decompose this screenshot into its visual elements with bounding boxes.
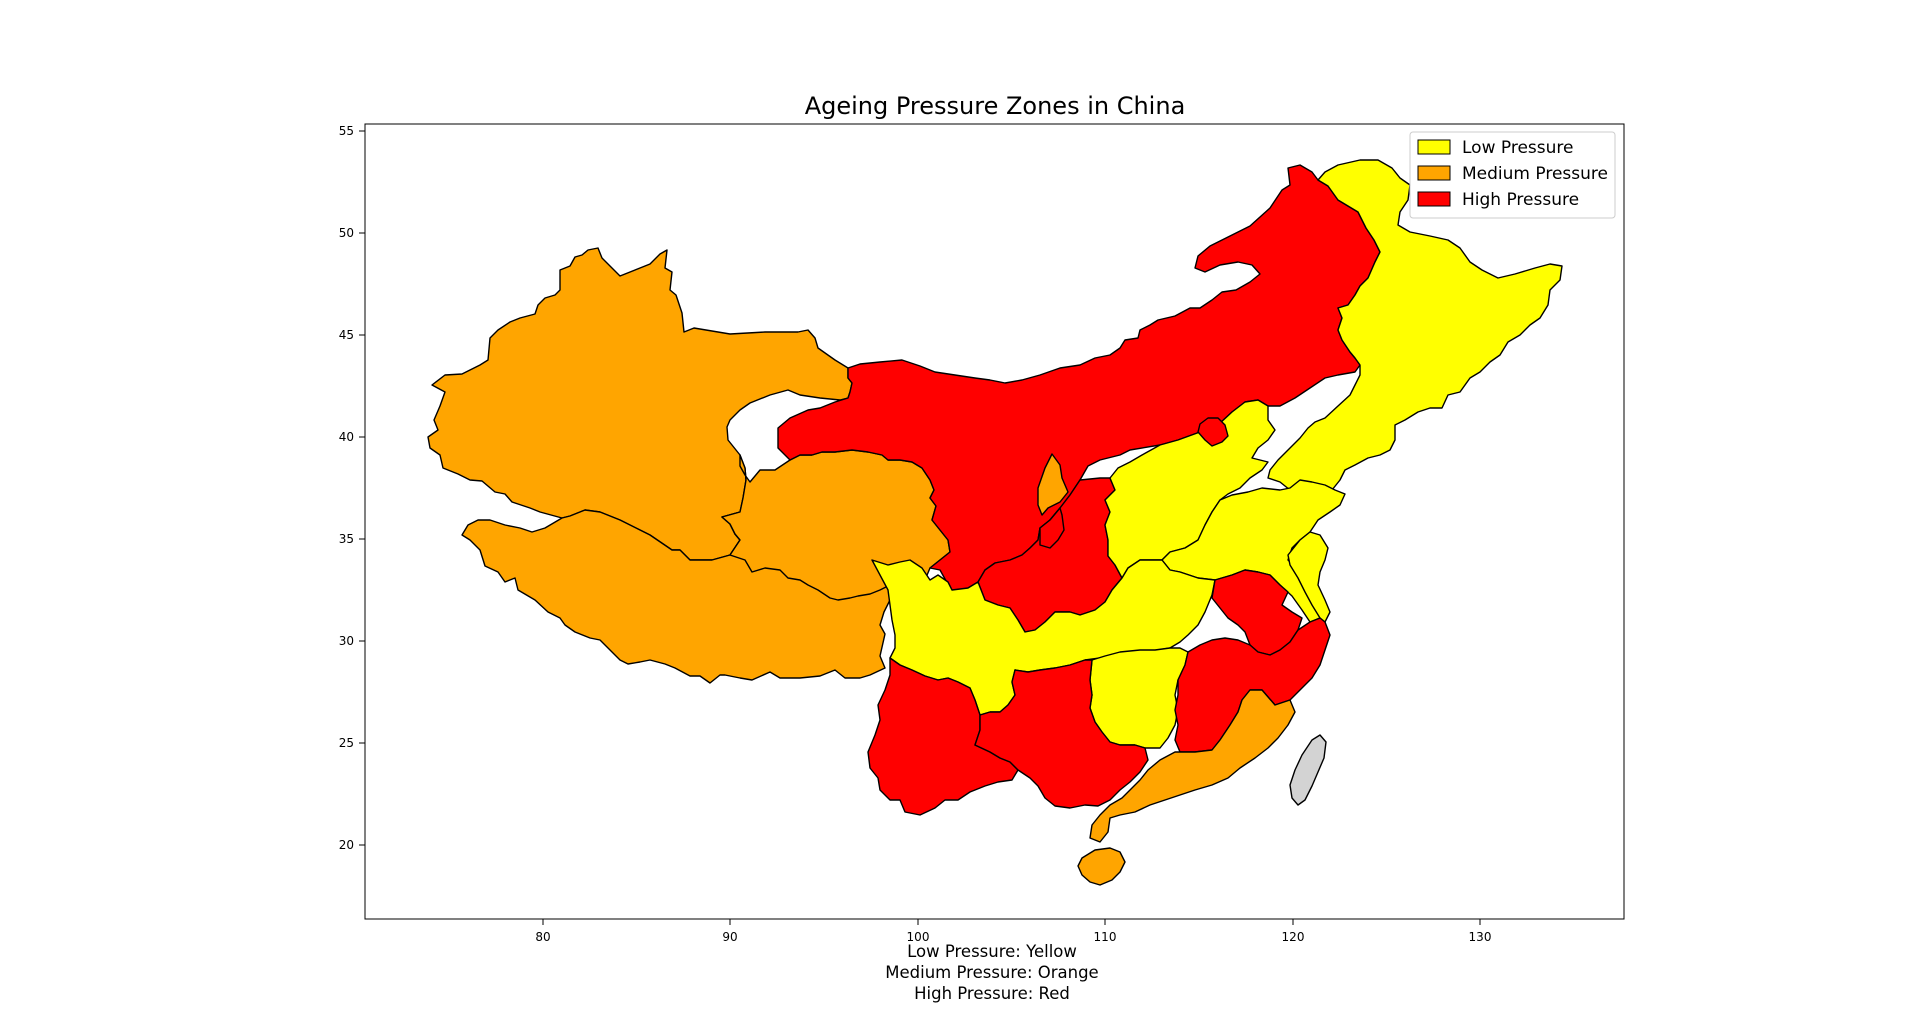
y-tick-label: 20 bbox=[339, 838, 354, 852]
legend: Low Pressure Medium Pressure High Pressu… bbox=[1409, 131, 1616, 219]
x-tick-label: 130 bbox=[1469, 930, 1492, 944]
legend-label-high: High Pressure bbox=[1462, 190, 1579, 210]
region-medium-hainan bbox=[1077, 847, 1126, 886]
legend-swatch-medium bbox=[1417, 165, 1451, 181]
region-high-south bbox=[974, 659, 1149, 809]
x-tick-label: 90 bbox=[722, 930, 737, 944]
y-tick-label: 50 bbox=[339, 226, 354, 240]
x-tick-label: 120 bbox=[1282, 930, 1305, 944]
y-tick-label: 35 bbox=[339, 532, 354, 546]
region-low-hunan bbox=[1089, 647, 1189, 749]
y-tick-label: 40 bbox=[339, 430, 354, 444]
y-tick-label: 55 bbox=[339, 124, 354, 138]
legend-box bbox=[1409, 131, 1616, 219]
x-axis-ticks: 80 90 100 110 120 130 bbox=[535, 919, 1491, 944]
legend-swatch-high bbox=[1417, 191, 1451, 207]
caption-line-medium: Medium Pressure: Orange bbox=[885, 963, 1098, 982]
region-medium-enclave bbox=[1037, 453, 1069, 516]
x-tick-label: 80 bbox=[535, 930, 550, 944]
map-area bbox=[427, 159, 1563, 886]
map-title: Ageing Pressure Zones in China bbox=[805, 92, 1186, 120]
legend-label-medium: Medium Pressure bbox=[1462, 164, 1608, 184]
y-axis-ticks: 20 25 30 35 40 45 50 55 bbox=[339, 124, 365, 852]
y-tick-label: 30 bbox=[339, 634, 354, 648]
region-high-north bbox=[777, 164, 1381, 599]
legend-label-low: Low Pressure bbox=[1462, 138, 1573, 158]
x-tick-label: 110 bbox=[1094, 930, 1117, 944]
legend-swatch-low bbox=[1417, 139, 1451, 155]
y-tick-label: 25 bbox=[339, 736, 354, 750]
region-high-yunnan bbox=[867, 657, 1019, 816]
y-tick-label: 45 bbox=[339, 328, 354, 342]
region-high-ningxia bbox=[1039, 507, 1065, 549]
region-medium-south-coast bbox=[1089, 689, 1296, 843]
region-low-northeast bbox=[1267, 159, 1563, 501]
caption: Low Pressure: Yellow Medium Pressure: Or… bbox=[885, 942, 1098, 1003]
caption-line-high: High Pressure: Red bbox=[914, 984, 1070, 1003]
region-high-southeast bbox=[1174, 617, 1331, 753]
caption-line-low: Low Pressure: Yellow bbox=[907, 942, 1077, 961]
axes-frame bbox=[364, 123, 1625, 920]
region-low-jiangsu bbox=[1287, 531, 1331, 623]
x-tick-label: 100 bbox=[907, 930, 930, 944]
region-high-capital bbox=[1197, 417, 1229, 447]
region-unassigned-taiwan bbox=[1289, 734, 1327, 806]
